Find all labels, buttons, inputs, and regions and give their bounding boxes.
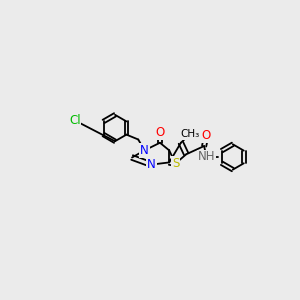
Text: O: O — [202, 129, 211, 142]
Text: N: N — [140, 144, 149, 157]
Text: N: N — [147, 158, 156, 171]
Text: Cl: Cl — [69, 114, 80, 127]
Text: S: S — [172, 157, 179, 170]
Text: NH: NH — [198, 151, 215, 164]
Text: CH₃: CH₃ — [181, 129, 200, 139]
Text: O: O — [155, 126, 165, 139]
